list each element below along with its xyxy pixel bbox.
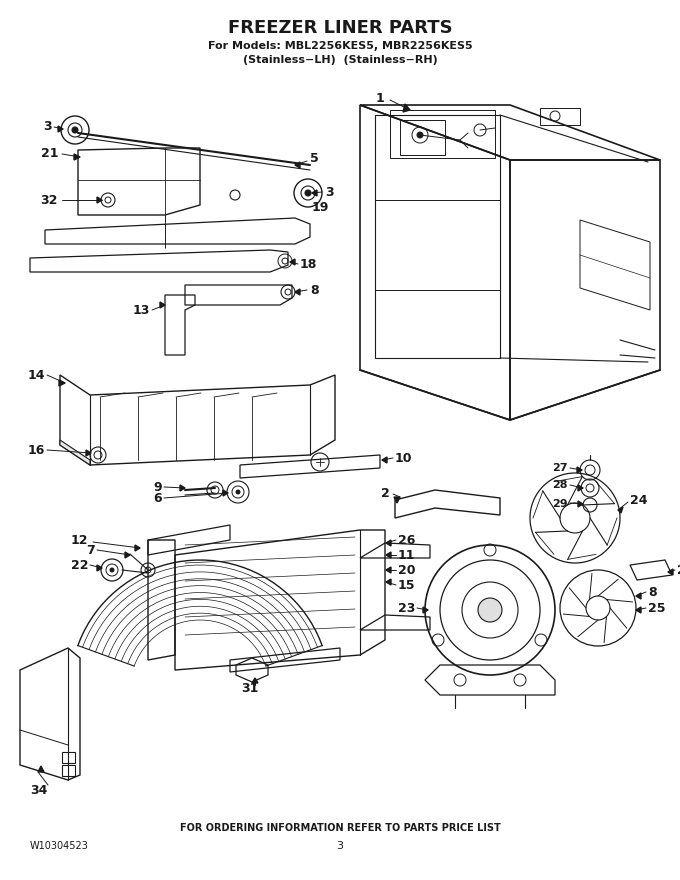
Text: FOR ORDERING INFORMATION REFER TO PARTS PRICE LIST: FOR ORDERING INFORMATION REFER TO PARTS … xyxy=(180,823,500,833)
Text: 15: 15 xyxy=(398,578,415,591)
Text: For Models: MBL2256KES5, MBR2256KES5: For Models: MBL2256KES5, MBR2256KES5 xyxy=(207,41,473,51)
Polygon shape xyxy=(394,497,400,503)
Text: 24: 24 xyxy=(630,494,647,507)
Polygon shape xyxy=(252,678,258,683)
Polygon shape xyxy=(386,540,391,546)
Polygon shape xyxy=(180,485,185,491)
Text: 8: 8 xyxy=(648,585,657,598)
Text: 29: 29 xyxy=(552,499,568,509)
Polygon shape xyxy=(290,259,295,265)
Text: 3: 3 xyxy=(325,186,334,199)
Polygon shape xyxy=(386,567,391,573)
Polygon shape xyxy=(160,302,165,308)
Text: W10304523: W10304523 xyxy=(30,841,89,851)
Polygon shape xyxy=(312,190,317,196)
Text: 16: 16 xyxy=(28,444,45,457)
Text: 27: 27 xyxy=(552,463,568,473)
Polygon shape xyxy=(403,104,410,112)
Text: 22: 22 xyxy=(71,559,88,571)
Text: 1: 1 xyxy=(375,92,384,105)
Text: 14: 14 xyxy=(27,369,45,382)
Text: 31: 31 xyxy=(241,681,258,694)
Text: 28: 28 xyxy=(552,480,568,490)
Polygon shape xyxy=(668,569,673,575)
Text: 25: 25 xyxy=(648,602,666,614)
Polygon shape xyxy=(577,467,582,473)
Polygon shape xyxy=(578,501,583,507)
Text: 19: 19 xyxy=(312,201,329,214)
Circle shape xyxy=(72,127,78,133)
Polygon shape xyxy=(60,440,90,465)
Polygon shape xyxy=(125,552,130,558)
Text: 18: 18 xyxy=(300,258,318,270)
Text: (Stainless−LH)  (Stainless−RH): (Stainless−LH) (Stainless−RH) xyxy=(243,55,437,65)
Polygon shape xyxy=(578,485,583,491)
Polygon shape xyxy=(38,766,44,772)
Polygon shape xyxy=(386,552,391,558)
Text: 34: 34 xyxy=(30,783,48,796)
Polygon shape xyxy=(74,154,80,160)
Text: 10: 10 xyxy=(395,451,413,465)
Polygon shape xyxy=(618,507,623,513)
Text: 13: 13 xyxy=(133,304,150,317)
Circle shape xyxy=(417,132,423,138)
Circle shape xyxy=(236,490,240,494)
Text: 21: 21 xyxy=(41,146,58,159)
Text: 8: 8 xyxy=(310,283,319,297)
Polygon shape xyxy=(58,126,63,132)
Circle shape xyxy=(478,598,502,622)
Polygon shape xyxy=(97,565,102,571)
Text: 5: 5 xyxy=(310,151,319,165)
Text: 2: 2 xyxy=(381,487,390,500)
Circle shape xyxy=(305,190,311,196)
Text: 32: 32 xyxy=(41,194,58,207)
Polygon shape xyxy=(636,607,641,613)
Text: 3: 3 xyxy=(337,841,343,851)
Polygon shape xyxy=(386,579,391,585)
Polygon shape xyxy=(382,457,387,463)
Polygon shape xyxy=(295,162,300,168)
Circle shape xyxy=(110,568,114,572)
Polygon shape xyxy=(86,450,91,456)
Text: 6: 6 xyxy=(154,492,162,504)
Polygon shape xyxy=(59,380,65,386)
Text: 3: 3 xyxy=(44,120,52,133)
Text: 26: 26 xyxy=(398,533,415,546)
Polygon shape xyxy=(423,607,428,613)
Polygon shape xyxy=(97,197,102,203)
Text: 2: 2 xyxy=(677,563,680,576)
Text: 11: 11 xyxy=(398,548,415,561)
Polygon shape xyxy=(223,490,228,496)
Text: 7: 7 xyxy=(86,544,95,556)
Text: FREEZER LINER PARTS: FREEZER LINER PARTS xyxy=(228,19,452,37)
Polygon shape xyxy=(135,545,140,551)
Text: 23: 23 xyxy=(398,602,415,614)
Text: 12: 12 xyxy=(71,533,88,546)
Polygon shape xyxy=(295,289,300,295)
Text: 9: 9 xyxy=(154,480,162,494)
Text: 20: 20 xyxy=(398,563,415,576)
Polygon shape xyxy=(636,593,641,599)
